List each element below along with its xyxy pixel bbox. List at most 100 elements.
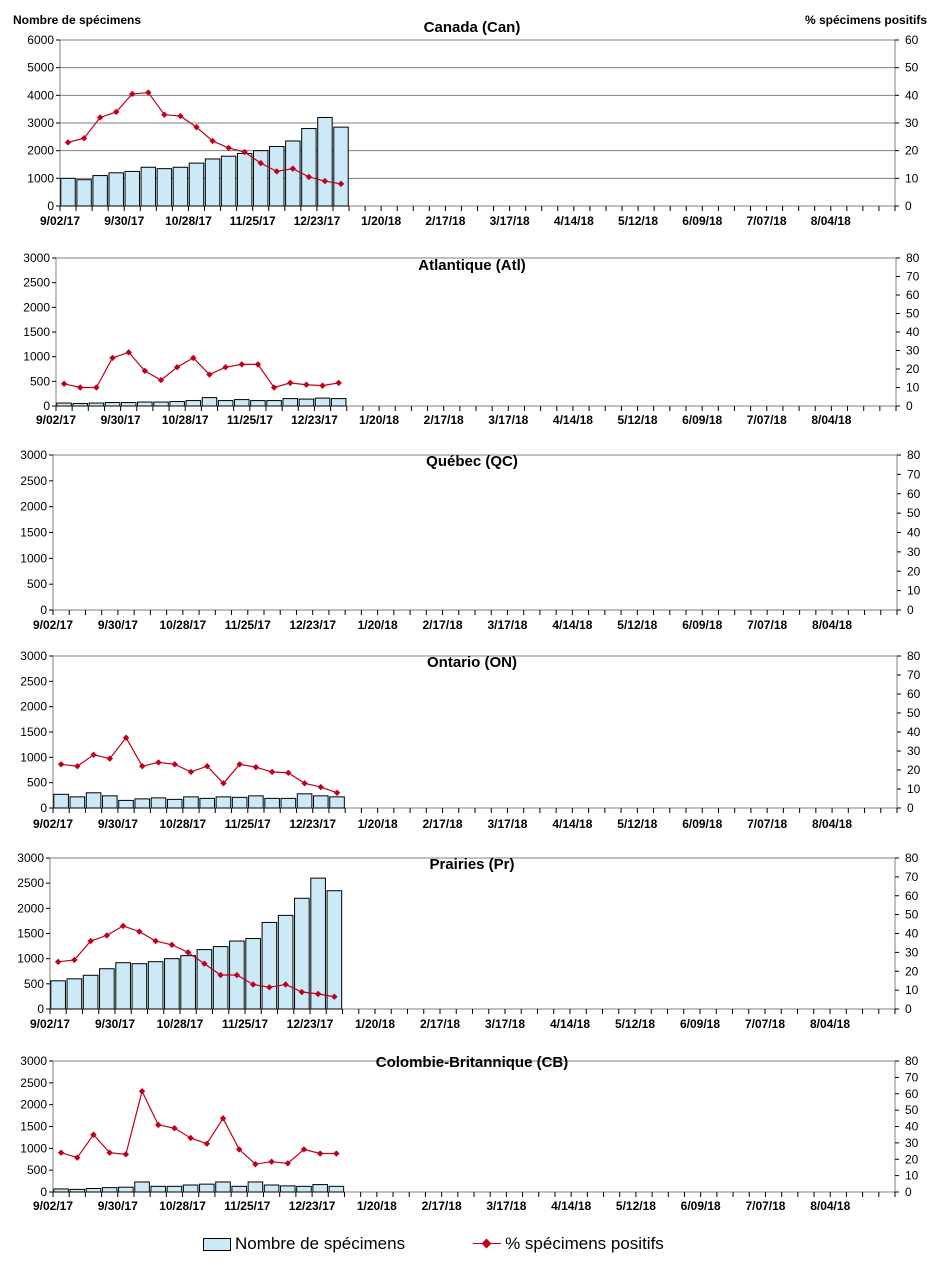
bar — [85, 792, 102, 809]
bar — [69, 796, 86, 809]
y-tick-label: 2000 — [20, 1098, 47, 1112]
y-tick-label: 3000 — [17, 851, 44, 865]
y2-tick-label: 20 — [907, 763, 921, 777]
bar — [118, 1186, 134, 1193]
line-point — [152, 937, 159, 945]
x-tick-label: 9/30/17 — [98, 817, 138, 831]
y-tick-label: 500 — [24, 977, 44, 991]
line-point — [301, 780, 308, 787]
x-tick-label: 12/23/17 — [289, 1199, 336, 1213]
y2-tick-label: 20 — [907, 564, 921, 578]
line-point — [193, 123, 200, 131]
x-tick-label: 11/25/17 — [227, 413, 273, 427]
y2-tick-label: 60 — [905, 889, 919, 903]
y2-tick-label: 10 — [907, 584, 921, 598]
line-point — [96, 114, 104, 121]
line-point — [90, 1131, 97, 1138]
line-point — [316, 1150, 324, 1157]
plot-area — [52, 1060, 896, 1193]
x-tick-label: 5/12/18 — [618, 214, 658, 228]
y2-tick-label: 80 — [905, 1054, 919, 1068]
bar — [285, 140, 301, 207]
y2-tick-label: 0 — [905, 1002, 912, 1016]
y-tick-label: 0 — [43, 399, 50, 413]
bar — [104, 402, 121, 407]
y2-tick-label: 60 — [907, 687, 921, 701]
line-point — [203, 763, 211, 770]
y2-tick-label: 80 — [907, 649, 921, 663]
bar — [137, 401, 153, 407]
line-point — [222, 363, 229, 371]
line-point — [209, 137, 216, 145]
line-point — [145, 89, 152, 96]
x-tick-label: 6/09/18 — [681, 1199, 721, 1213]
y2-tick-label: 70 — [905, 870, 919, 884]
y-tick-label: 1500 — [20, 725, 47, 739]
bar — [261, 921, 278, 1010]
line-point — [54, 958, 62, 966]
line-point — [157, 376, 165, 384]
x-tick-label: 9/30/17 — [98, 618, 138, 632]
y-tick-label: 2500 — [20, 1076, 47, 1090]
bar — [164, 958, 180, 1010]
x-tick-label: 4/14/18 — [552, 817, 592, 831]
chart-title: Ontario (ON) — [427, 654, 517, 671]
y-tick-label: 1500 — [23, 325, 50, 339]
y-tick-label: 2000 — [20, 500, 47, 514]
line-point — [252, 1160, 259, 1168]
line-point — [57, 1149, 65, 1156]
y2-tick-label: 0 — [907, 603, 914, 617]
bar — [280, 797, 297, 809]
chart-title: Canada (Can) — [424, 19, 521, 36]
bar — [326, 890, 343, 1010]
y2-tick-label: 10 — [905, 983, 919, 997]
y-tick-label: 2500 — [17, 876, 44, 890]
line-series — [61, 736, 338, 794]
line-point — [171, 761, 178, 768]
x-tick-label: 11/25/17 — [224, 1199, 270, 1213]
bar — [196, 949, 213, 1010]
bar — [131, 963, 148, 1010]
x-tick-label: 10/28/17 — [159, 618, 206, 632]
y2-tick-label: 30 — [907, 545, 921, 559]
line-point — [106, 755, 114, 762]
y-tick-label: 1000 — [20, 551, 47, 565]
x-tick-label: 7/07/18 — [745, 1199, 785, 1213]
bar — [185, 400, 202, 407]
x-tick-label: 8/04/18 — [812, 618, 852, 632]
bar — [277, 914, 294, 1010]
line-point — [217, 971, 224, 979]
bar — [245, 938, 261, 1010]
bar — [85, 1188, 102, 1193]
x-tick-label: 6/09/18 — [682, 413, 722, 427]
line-point — [300, 1146, 308, 1153]
y2-tick-label: 80 — [907, 448, 921, 462]
x-tick-label: 11/25/17 — [225, 618, 271, 632]
line-point — [122, 1151, 130, 1158]
y2-tick-label: 10 — [906, 381, 920, 395]
line-point — [173, 363, 181, 371]
line-point — [71, 956, 78, 964]
line-point — [168, 941, 176, 949]
y2-tick-label: 60 — [905, 33, 919, 47]
line-point — [139, 763, 146, 770]
y-tick-label: 0 — [40, 1185, 47, 1199]
y2-tick-label: 80 — [905, 851, 919, 865]
plot-area — [52, 454, 898, 611]
x-tick-label: 6/09/18 — [682, 817, 722, 831]
x-tick-label: 3/17/18 — [487, 618, 527, 632]
line-point — [64, 139, 72, 146]
line-series — [67, 91, 342, 185]
y2-tick-label: 20 — [905, 964, 919, 978]
bar — [248, 795, 264, 809]
x-tick-label: 7/07/18 — [747, 817, 787, 831]
x-tick-label: 4/14/18 — [551, 1199, 591, 1213]
x-tick-label: 1/20/18 — [359, 413, 399, 427]
right-axis-title: % spécimens positifs — [805, 13, 928, 27]
line-point — [106, 1149, 113, 1156]
x-tick-label: 4/14/18 — [553, 413, 593, 427]
bar — [264, 797, 280, 809]
x-tick-label: 10/28/17 — [157, 1017, 204, 1031]
x-tick-label: 3/17/18 — [486, 1199, 526, 1213]
line-point — [236, 761, 243, 768]
